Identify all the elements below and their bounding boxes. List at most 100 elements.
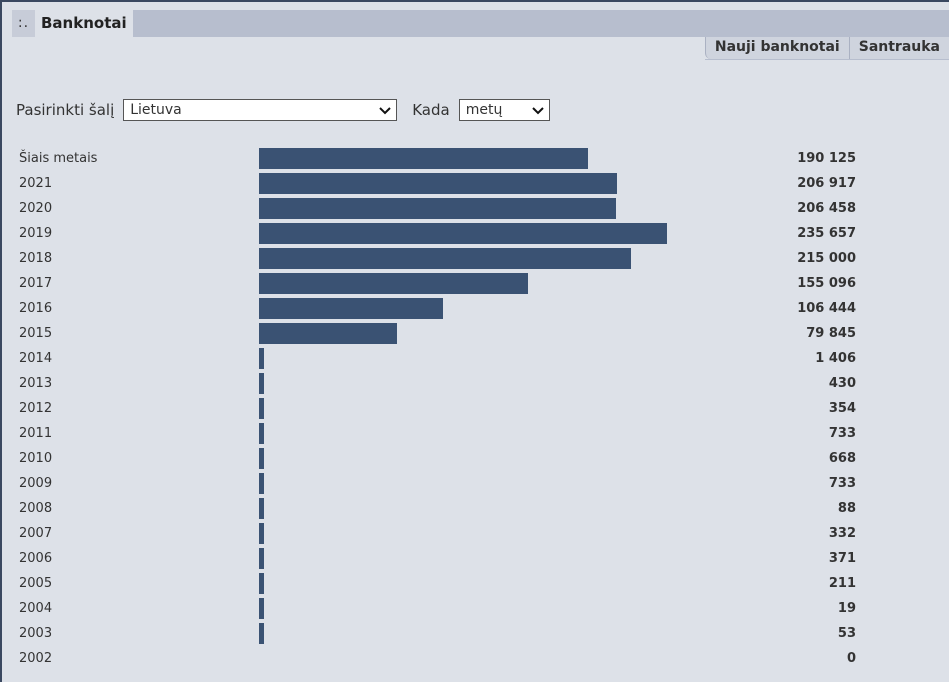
bar [259,523,264,544]
period-select[interactable]: metų [458,99,550,121]
top-border [0,0,949,2]
value-label: 190 125 [797,151,856,166]
value-label: 88 [837,501,856,516]
chart-row: 2005 211 [0,571,949,596]
value-label: 19 [837,601,856,616]
period-label: Kada [412,101,450,119]
category-label: 2010 [19,451,53,466]
category-label: 2020 [19,201,53,216]
value-label: 371 [828,551,856,566]
chart-row: Šiais metais 190 125 [0,146,949,171]
bar [259,223,667,244]
chart-row: 2019 235 657 [0,221,949,246]
bar [259,298,443,319]
bar [259,598,264,619]
country-select-value: Lietuva [130,102,182,118]
chart-row: 2011 733 [0,421,949,446]
bar [259,373,264,394]
bar [259,448,264,469]
chart-row: 2004 19 [0,596,949,621]
tab-summary[interactable]: Santrauka [849,37,949,59]
bar [259,573,264,594]
bar [259,273,528,294]
value-label: 215 000 [797,251,856,266]
category-label: Šiais metais [19,151,98,166]
category-label: 2008 [19,501,53,516]
header-bar [12,10,949,37]
chart-row: 2016 106 444 [0,296,949,321]
category-label: 2019 [19,226,53,241]
category-label: 2011 [19,426,53,441]
value-label: 1 406 [815,351,856,366]
value-label: 235 657 [797,226,856,241]
category-label: 2015 [19,326,53,341]
value-label: 733 [828,426,856,441]
bar [259,623,264,644]
value-label: 332 [828,526,856,541]
value-label: 155 096 [797,276,856,291]
bar [259,473,264,494]
period-select-value: metų [465,102,503,118]
value-label: 211 [828,576,856,591]
value-label: 354 [828,401,856,416]
chart-row: 2017 155 096 [0,271,949,296]
page-title: Banknotai [35,10,133,37]
value-label: 430 [828,376,856,391]
bar [259,198,616,219]
category-label: 2003 [19,626,53,641]
category-label: 2016 [19,301,53,316]
chart-row: 2015 79 845 [0,321,949,346]
bar [259,148,588,169]
category-label: 2014 [19,351,53,366]
bar [259,398,264,419]
chart-row: 2007 332 [0,521,949,546]
value-label: 206 917 [797,176,856,191]
chart-row: 2020 206 458 [0,196,949,221]
bar [259,423,264,444]
category-label: 2017 [19,276,53,291]
chart-row: 2010 668 [0,446,949,471]
bar [259,348,264,369]
bar [259,323,397,344]
chevron-down-icon [532,107,544,115]
category-label: 2013 [19,376,53,391]
tab-bar: Nauji banknotai Santrauka [704,37,949,60]
left-border [0,0,2,682]
chart-row: 2013 430 [0,371,949,396]
chart-row: 2006 371 [0,546,949,571]
category-label: 2009 [19,476,53,491]
category-label: 2018 [19,251,53,266]
category-label: 2002 [19,651,53,666]
header-icon: :. [12,10,35,37]
country-label: Pasirinkti šalį [16,101,115,119]
value-label: 79 845 [806,326,856,341]
value-label: 0 [846,651,856,666]
chart-row: 2012 354 [0,396,949,421]
bar [259,548,264,569]
category-label: 2004 [19,601,53,616]
category-label: 2007 [19,526,53,541]
chevron-down-icon [379,107,391,115]
value-label: 668 [828,451,856,466]
tab-new-banknotes[interactable]: Nauji banknotai [704,37,850,59]
chart-row: 2002 0 [0,646,949,671]
bar [259,173,617,194]
value-label: 53 [837,626,856,641]
banknote-bar-chart: Šiais metais 190 125 2021 206 917 2020 206 45… [0,146,949,671]
bar [259,248,631,269]
country-select[interactable]: Lietuva [123,99,398,121]
category-label: 2005 [19,576,53,591]
value-label: 733 [828,476,856,491]
bar [259,498,264,519]
chart-row: 2003 53 [0,621,949,646]
chart-row: 2008 88 [0,496,949,521]
chart-row: 2018 215 000 [0,246,949,271]
category-label: 2012 [19,401,53,416]
chart-row: 2009 733 [0,471,949,496]
chart-row: 2014 1 406 [0,346,949,371]
category-label: 2021 [19,176,53,191]
filters: Pasirinkti šalį Lietuva Kada metų [16,98,550,122]
category-label: 2006 [19,551,53,566]
value-label: 206 458 [797,201,856,216]
chart-row: 2021 206 917 [0,171,949,196]
